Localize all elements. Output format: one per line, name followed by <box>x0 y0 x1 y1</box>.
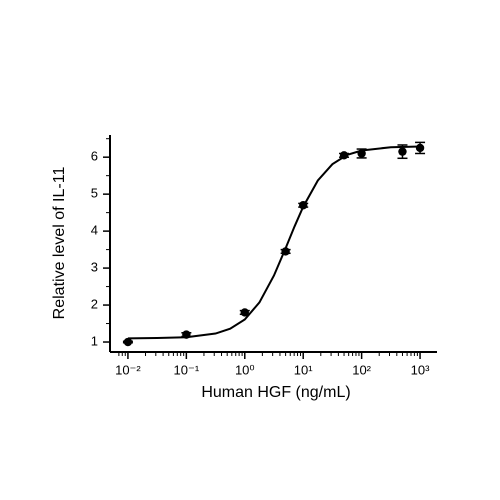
y-tick-label: 1 <box>91 333 98 348</box>
y-tick-label: 4 <box>91 223 98 238</box>
x-tick-label: 10⁻² <box>115 362 141 377</box>
x-tick-label: 10² <box>352 362 371 377</box>
x-tick-label: 10³ <box>411 362 430 377</box>
y-tick-label: 2 <box>91 296 98 311</box>
data-point <box>357 149 366 158</box>
x-tick-label: 10⁻¹ <box>174 362 200 377</box>
x-axis-label: Human HGF (ng/mL) <box>201 384 350 401</box>
y-axis-label: Relative level of IL-11 <box>51 167 68 320</box>
x-tick-label: 10⁰ <box>235 362 255 377</box>
data-point <box>240 308 249 317</box>
data-point <box>415 143 425 153</box>
data-point <box>299 201 308 210</box>
y-tick-label: 6 <box>91 149 98 164</box>
data-point <box>281 247 290 256</box>
data-point <box>339 151 349 160</box>
fit-curve <box>127 145 421 340</box>
data-point <box>398 147 407 156</box>
data-point <box>182 330 191 339</box>
y-tick-label: 5 <box>91 186 98 201</box>
y-tick-label: 3 <box>91 260 98 275</box>
data-point <box>123 337 133 347</box>
x-tick-label: 10¹ <box>294 362 313 377</box>
